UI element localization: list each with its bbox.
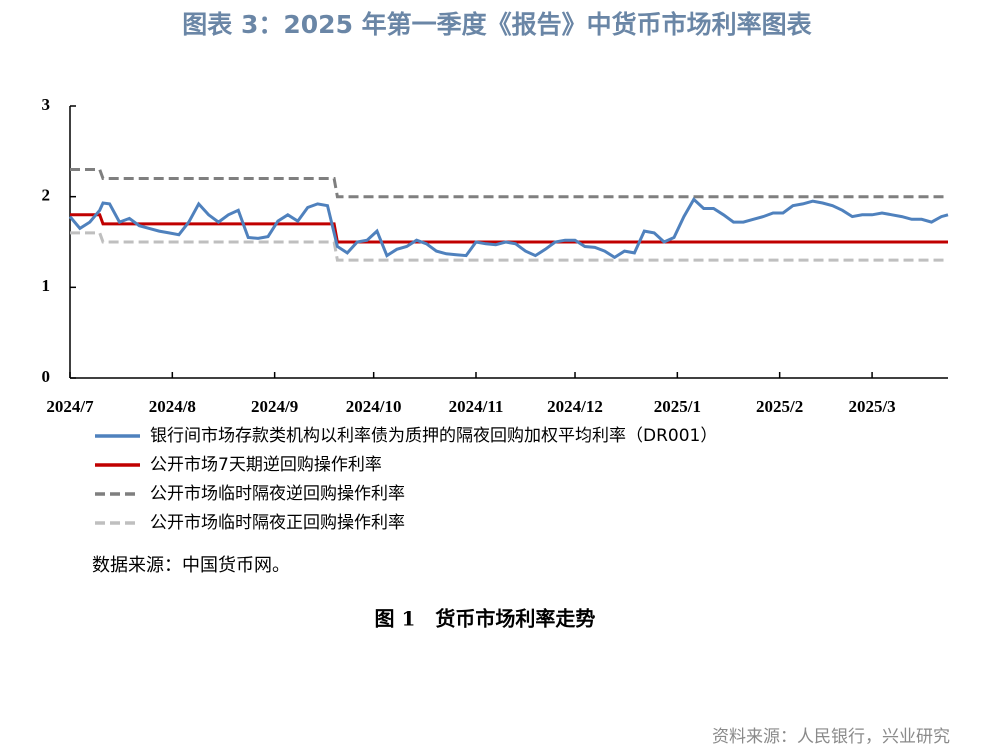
x-tick-label: 2024/8 bbox=[149, 397, 196, 416]
chart-title: 图表 3：2025 年第一季度《报告》中货币市场利率图表 bbox=[182, 10, 812, 39]
series-line bbox=[70, 213, 948, 244]
legend-label: 银行间市场存款类机构以利率债为质押的隔夜回购加权平均利率（DR001） bbox=[150, 426, 717, 446]
y-tick-label: 2 bbox=[42, 186, 51, 205]
footer: 资料来源：人民银行，兴业研究 bbox=[712, 727, 950, 747]
series-line bbox=[68, 197, 949, 260]
series-line bbox=[70, 168, 948, 199]
y-tick-label: 0 bbox=[42, 367, 51, 386]
y-tick-label: 1 bbox=[42, 276, 51, 295]
legend-label: 公开市场7天期逆回购操作利率 bbox=[150, 455, 382, 475]
x-tick-label: 2025/2 bbox=[756, 397, 803, 416]
legend-label: 公开市场临时隔夜正回购操作利率 bbox=[150, 513, 405, 533]
x-tick-label: 2025/3 bbox=[848, 397, 895, 416]
series-line bbox=[70, 231, 948, 262]
x-tick-label: 2024/9 bbox=[251, 397, 298, 416]
y-tick-label: 3 bbox=[42, 95, 51, 114]
legend-label: 公开市场临时隔夜逆回购操作利率 bbox=[150, 484, 405, 504]
x-tick-label: 2024/7 bbox=[46, 397, 94, 416]
x-tick-label: 2024/12 bbox=[547, 397, 603, 416]
caption: 图 1 货币市场利率走势 bbox=[375, 607, 596, 631]
x-tick-label: 2024/10 bbox=[346, 397, 402, 416]
x-tick-label: 2024/11 bbox=[449, 397, 504, 416]
source-note: 数据来源：中国货币网。 bbox=[92, 555, 290, 576]
x-tick-label: 2025/1 bbox=[654, 397, 701, 416]
